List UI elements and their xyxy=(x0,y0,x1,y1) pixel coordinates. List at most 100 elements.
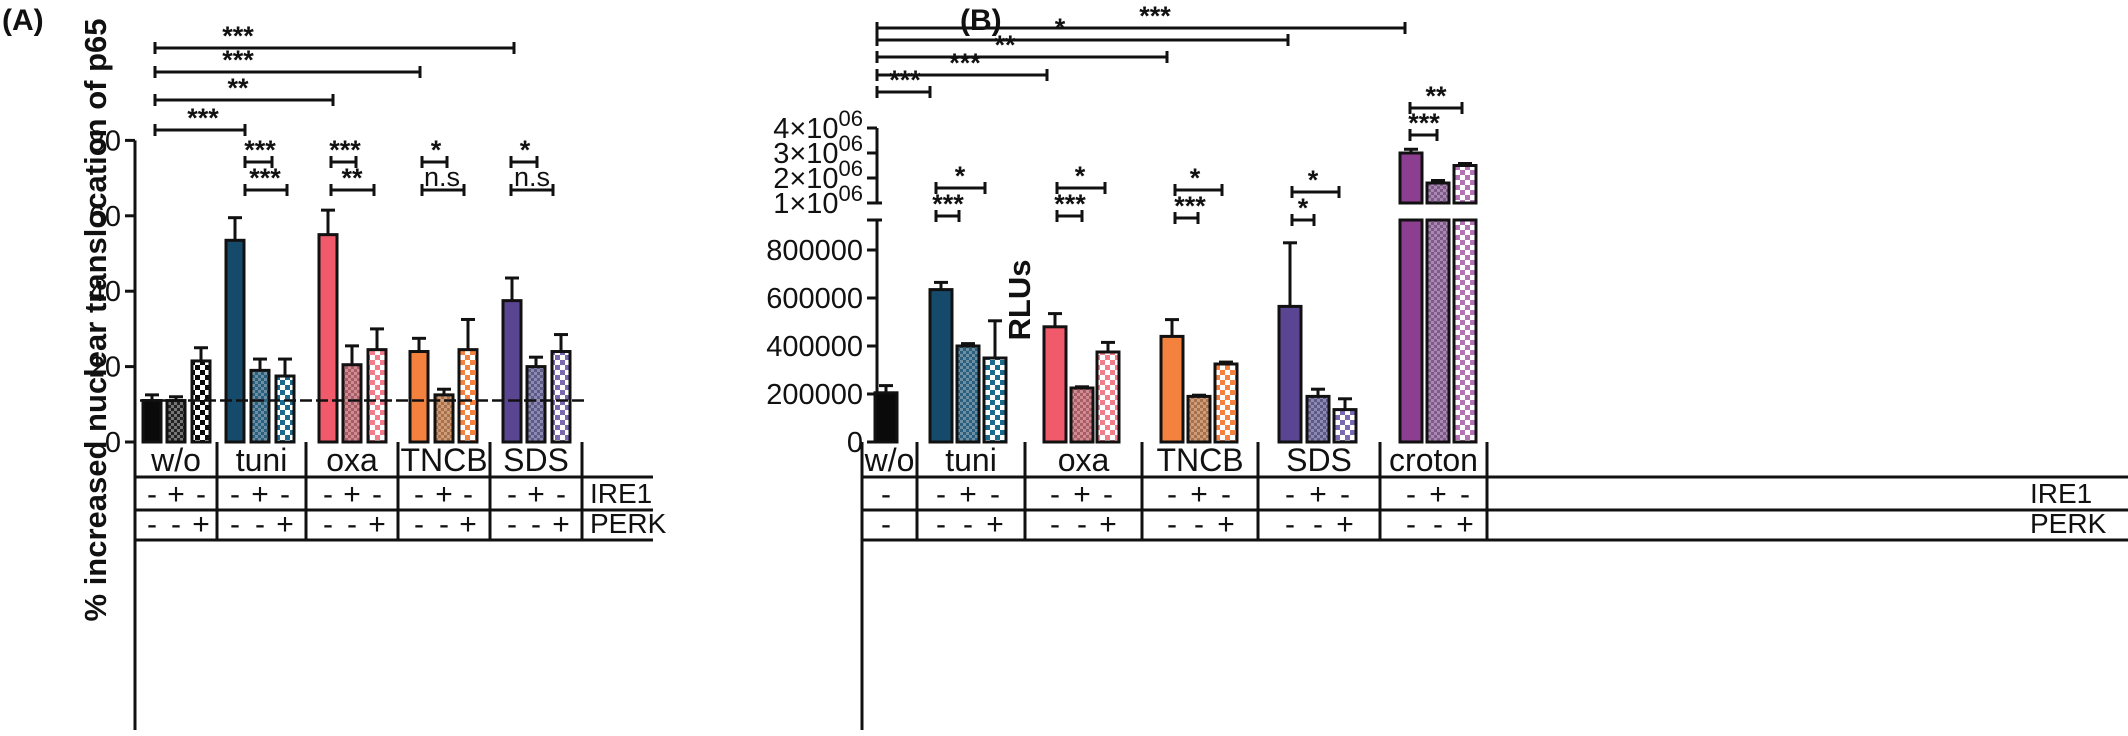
perk-sign-b-3-1: - xyxy=(1194,508,1204,541)
bar-a-tuni-2 xyxy=(274,374,296,444)
y-tick-label-b-400000: 400000 xyxy=(766,331,863,363)
sig-label-b-8: *** xyxy=(1054,189,1086,219)
ire1-sign-a-0-1: + xyxy=(167,478,185,511)
perk-sign-a-4-0: - xyxy=(507,508,517,541)
perk-sign-a-3-1: - xyxy=(439,508,449,541)
sig-label-b-2: ** xyxy=(994,30,1016,60)
bar-b-croton-1-lower xyxy=(1425,218,1451,444)
perk-sign-a-1-1: - xyxy=(255,508,265,541)
ire1-sign-a-2-1: + xyxy=(343,478,361,511)
bar-b-croton-1-upper xyxy=(1425,181,1451,205)
bar-b-croton-2-upper xyxy=(1452,164,1478,205)
ire1-sign-b-2-2: - xyxy=(1103,478,1113,511)
ire1-sign-b-0-0: - xyxy=(881,478,891,511)
bar-b-SDS-0 xyxy=(1277,304,1303,444)
y-tick-label-b-600000: 600000 xyxy=(766,283,863,315)
sig-label-a-6: *** xyxy=(329,135,361,165)
y-axis-label-b: RLUs xyxy=(1002,260,1037,341)
sig-label-b-10: *** xyxy=(1174,191,1206,221)
y-tick-label-a-20: 20 xyxy=(89,352,121,384)
bars-b xyxy=(873,147,1478,444)
sig-label-a-2: *** xyxy=(222,45,254,75)
sig-label-a-11: n.s xyxy=(514,162,550,192)
group-label-b-w/o: w/o xyxy=(864,442,915,478)
group-label-a-tuni: tuni xyxy=(236,442,288,478)
bar-b-croton-2-lower xyxy=(1452,218,1478,444)
bar-b-oxa-2 xyxy=(1095,350,1121,444)
row-label-a-perk: PERK xyxy=(590,508,667,539)
ire1-sign-b-4-1: + xyxy=(1309,478,1327,511)
bar-a-oxa-0 xyxy=(317,233,339,444)
perk-sign-b-2-0: - xyxy=(1050,508,1060,541)
perk-sign-a-2-1: - xyxy=(347,508,357,541)
group-label-b-croton: croton xyxy=(1389,442,1478,478)
ire1-sign-a-2-2: - xyxy=(372,478,382,511)
perk-sign-b-5-0: - xyxy=(1406,508,1416,541)
bar-a-oxa-1 xyxy=(341,363,363,444)
bar-b-tuni-1 xyxy=(955,344,981,444)
bar-b-croton-0-lower xyxy=(1398,218,1424,444)
sig-label-a-4: *** xyxy=(244,135,276,165)
y-axis-label-a: % increased nuclear translocation of p65 xyxy=(78,19,113,622)
ire1-sign-a-4-1: + xyxy=(527,478,545,511)
y-tick-label-b-upper-1: 2×1006 xyxy=(773,156,863,195)
ire1-sign-b-4-2: - xyxy=(1340,478,1350,511)
sig-label-b-4: *** xyxy=(1139,1,1171,31)
ire1-sign-a-1-1: + xyxy=(251,478,269,511)
y-axis-b: 0 200000 400000 600000 800000 1×10062×10063×1… xyxy=(766,106,882,459)
bar-b-oxa-1 xyxy=(1069,386,1095,444)
sig-label-a-3: *** xyxy=(187,103,219,133)
y-tick-label-a-80: 80 xyxy=(89,125,121,157)
bar-b-w/o-0 xyxy=(873,391,899,444)
perk-sign-b-5-2: + xyxy=(1456,508,1474,541)
group-label-a-w/o: w/o xyxy=(150,442,201,478)
perk-sign-a-4-1: - xyxy=(531,508,541,541)
perk-sign-a-2-0: - xyxy=(323,508,333,541)
perk-sign-b-4-0: - xyxy=(1285,508,1295,541)
perk-sign-b-1-0: - xyxy=(936,508,946,541)
ire1-sign-b-5-1: + xyxy=(1429,478,1447,511)
panel-a: (A) % increased nuclear translocation of… xyxy=(2,4,667,730)
perk-sign-a-1-2: + xyxy=(276,508,294,541)
perk-sign-b-4-2: + xyxy=(1336,508,1354,541)
ire1-sign-a-3-0: - xyxy=(414,478,424,511)
sig-label-a-1: ** xyxy=(227,73,249,103)
group-label-b-tuni: tuni xyxy=(945,442,997,478)
row-label-b-perk: PERK xyxy=(2030,508,2107,539)
bar-a-SDS-2 xyxy=(550,350,572,444)
bar-a-w/o-0 xyxy=(141,399,163,444)
ire1-sign-a-3-2: - xyxy=(463,478,473,511)
ire1-sign-b-2-1: + xyxy=(1073,478,1091,511)
sig-label-b-6: *** xyxy=(932,189,964,219)
sig-label-b-11: * xyxy=(1308,165,1319,195)
bar-a-w/o-1 xyxy=(165,399,187,444)
perk-sign-b-3-2: + xyxy=(1217,508,1235,541)
y-tick-label-b-upper-3: 4×1006 xyxy=(773,106,863,145)
sig-label-b-5: * xyxy=(955,161,966,191)
ire1-sign-a-4-0: - xyxy=(507,478,517,511)
ire1-sign-a-0-0: - xyxy=(147,478,157,511)
panel-b-label: (B) xyxy=(960,4,1002,37)
perk-sign-b-0-0: - xyxy=(881,508,891,541)
perk-sign-b-1-1: - xyxy=(963,508,973,541)
bar-b-tuni-0 xyxy=(928,288,954,444)
group-label-b-TNCB: TNCB xyxy=(1156,442,1243,478)
bar-a-SDS-0 xyxy=(501,299,523,444)
group-label-a-SDS: SDS xyxy=(503,442,569,478)
condition-table-b: w/o--tuni- + -- - +oxa- + -- - +TNCB- + -- - +SDS- + -… xyxy=(860,442,2128,730)
sig-label-b-14: *** xyxy=(1408,108,1440,138)
row-label-a-ire1: IRE1 xyxy=(590,478,652,509)
perk-sign-a-3-0: - xyxy=(414,508,424,541)
ire1-sign-a-3-1: + xyxy=(435,478,453,511)
sig-label-b-9: * xyxy=(1190,163,1201,193)
perk-sign-b-2-1: - xyxy=(1077,508,1087,541)
sig-label-b-0: *** xyxy=(889,65,921,95)
sig-label-a-10: * xyxy=(520,135,531,165)
bar-a-TNCB-0 xyxy=(408,350,430,444)
group-label-a-oxa: oxa xyxy=(326,442,378,478)
bar-b-TNCB-1 xyxy=(1186,394,1212,444)
perk-sign-b-3-0: - xyxy=(1167,508,1177,541)
perk-sign-a-0-0: - xyxy=(147,508,157,541)
bar-a-oxa-2 xyxy=(366,348,388,444)
bar-a-tuni-0 xyxy=(224,238,246,444)
